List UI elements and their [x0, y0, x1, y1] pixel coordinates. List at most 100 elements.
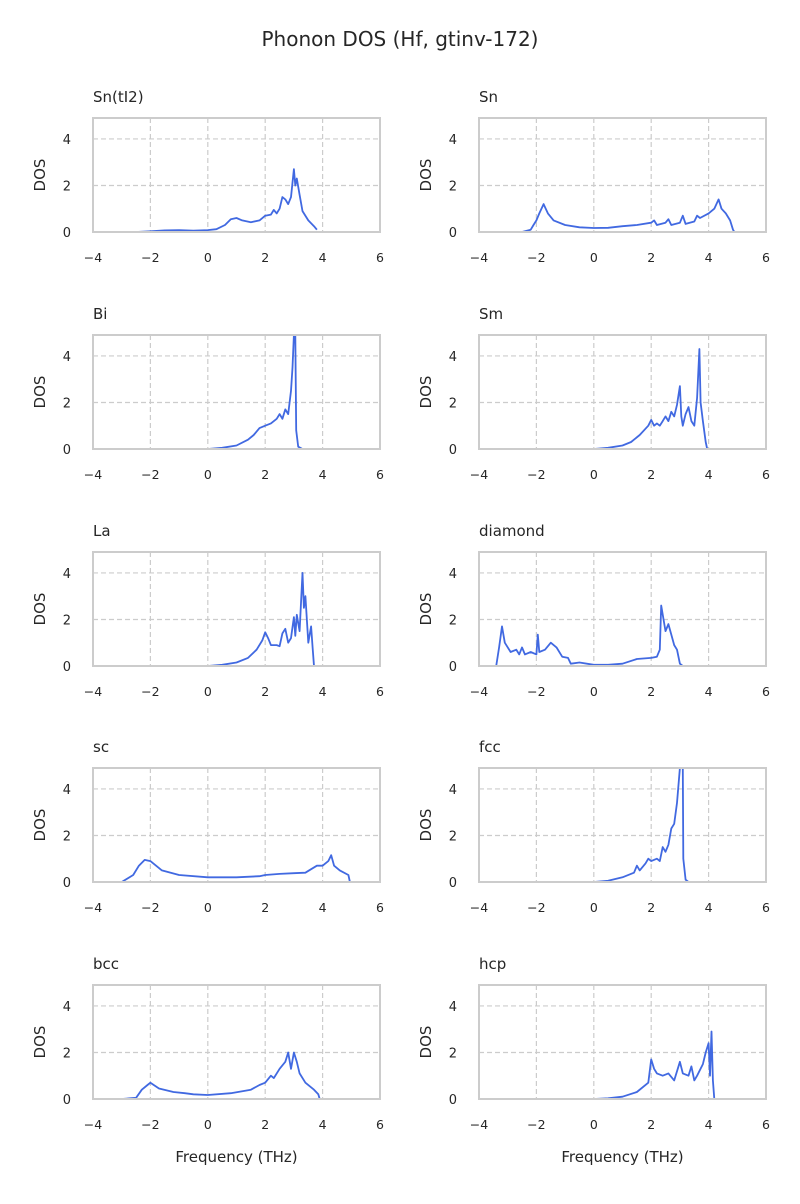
y-tick-label: 0 [449, 876, 457, 891]
x-tick-label: 0 [590, 684, 598, 699]
x-tick-label: 2 [261, 684, 269, 699]
dos-line [207, 334, 303, 450]
y-tick-label: 0 [449, 1093, 457, 1108]
y-tick-label: 0 [63, 226, 71, 241]
subplot-title: hcp [479, 955, 506, 973]
axes-frame [478, 767, 767, 883]
x-tick-label: −4 [84, 684, 102, 699]
y-axis-label: DOS [31, 159, 49, 192]
dos-line [121, 1051, 321, 1100]
y-tick-label: 2 [63, 829, 71, 844]
dos-line [593, 767, 690, 883]
subplot-hcp: hcp −4 −2 0 2 4 6 0 2 4 DOS Frequency (THz) [417, 955, 770, 1166]
subplot-title: bcc [93, 955, 119, 973]
y-tick-label: 2 [63, 396, 71, 411]
x-tick-label: 6 [762, 1117, 770, 1132]
subplot-sn-ti2-: Sn(tI2) −4 −2 0 2 4 6 0 2 4 DOS [31, 88, 384, 265]
subplot-la: La −4 −2 0 2 4 6 0 2 4 DOS [31, 522, 384, 699]
x-tick-label: 2 [261, 1117, 269, 1132]
x-tick-label: 0 [204, 1117, 212, 1132]
x-tick-label: 4 [319, 467, 327, 482]
figure-title: Phonon DOS (Hf, gtinv-172) [262, 27, 539, 51]
x-tick-label: −2 [141, 1117, 159, 1132]
x-tick-label: −4 [470, 900, 488, 915]
y-tick-label: 4 [449, 567, 457, 582]
x-tick-label: 6 [762, 250, 770, 265]
y-axis-label: DOS [417, 1026, 435, 1059]
x-tick-label: 2 [647, 250, 655, 265]
x-tick-label: 2 [647, 684, 655, 699]
axes-frame [92, 334, 381, 450]
x-tick-label: 0 [590, 250, 598, 265]
y-tick-label: 4 [63, 567, 71, 582]
subplot-title: sc [93, 738, 109, 756]
x-tick-label: 4 [705, 467, 713, 482]
y-tick-label: 4 [449, 783, 457, 798]
x-tick-label: −2 [527, 1117, 545, 1132]
x-tick-label: −4 [470, 684, 488, 699]
dos-line [479, 604, 695, 667]
x-tick-label: −4 [470, 250, 488, 265]
y-tick-label: 2 [449, 829, 457, 844]
dos-line [107, 854, 351, 883]
y-tick-label: 0 [449, 443, 457, 458]
y-axis-label: DOS [31, 376, 49, 409]
x-tick-label: 0 [204, 684, 212, 699]
axes-frame [478, 551, 767, 667]
x-tick-label: 6 [376, 1117, 384, 1132]
x-tick-label: 4 [319, 1117, 327, 1132]
x-tick-label: 2 [647, 1117, 655, 1132]
x-tick-label: −2 [527, 250, 545, 265]
x-tick-label: −4 [84, 900, 102, 915]
y-tick-label: 4 [63, 783, 71, 798]
subplot-bcc: bcc −4 −2 0 2 4 6 0 2 4 DOS Frequency (THz) [31, 955, 384, 1166]
x-tick-label: 2 [261, 900, 269, 915]
subplot-title: Bi [93, 305, 107, 323]
subplot-title: Sm [479, 305, 503, 323]
x-tick-label: −4 [84, 250, 102, 265]
x-tick-label: −4 [84, 1117, 102, 1132]
subplot-title: La [93, 522, 111, 540]
axes-frame [92, 984, 381, 1100]
axes-frame [92, 767, 381, 883]
x-tick-label: −2 [141, 467, 159, 482]
y-tick-label: 4 [449, 350, 457, 365]
subplot-title: fcc [479, 738, 501, 756]
subplot-title: diamond [479, 522, 545, 540]
x-tick-label: 4 [705, 900, 713, 915]
subplot-title: Sn(tI2) [93, 88, 144, 106]
x-tick-label: −4 [470, 467, 488, 482]
x-axis-label: Frequency (THz) [175, 1148, 297, 1166]
x-tick-label: 6 [376, 684, 384, 699]
y-tick-label: 2 [449, 396, 457, 411]
y-tick-label: 0 [63, 876, 71, 891]
dos-line [593, 1030, 716, 1100]
axes-frame [478, 984, 767, 1100]
subplot-title: Sn [479, 88, 498, 106]
y-tick-label: 0 [63, 1093, 71, 1108]
x-tick-label: 6 [376, 900, 384, 915]
y-tick-label: 0 [449, 660, 457, 675]
y-tick-label: 0 [63, 660, 71, 675]
x-tick-label: 0 [204, 467, 212, 482]
y-tick-label: 2 [449, 613, 457, 628]
x-tick-label: 4 [319, 684, 327, 699]
x-tick-label: 2 [261, 467, 269, 482]
x-tick-label: 4 [705, 1117, 713, 1132]
x-tick-label: −2 [141, 250, 159, 265]
x-tick-label: −2 [141, 684, 159, 699]
x-tick-label: 4 [705, 684, 713, 699]
y-axis-label: DOS [31, 593, 49, 626]
y-tick-label: 2 [63, 179, 71, 194]
y-tick-label: 4 [449, 1000, 457, 1015]
y-tick-label: 4 [63, 133, 71, 148]
x-tick-label: 6 [762, 467, 770, 482]
x-tick-label: −2 [527, 467, 545, 482]
x-tick-label: 4 [319, 900, 327, 915]
y-tick-label: 2 [449, 1046, 457, 1061]
x-tick-label: −2 [527, 684, 545, 699]
x-tick-label: 0 [204, 900, 212, 915]
y-tick-label: 4 [63, 350, 71, 365]
y-tick-label: 2 [449, 179, 457, 194]
